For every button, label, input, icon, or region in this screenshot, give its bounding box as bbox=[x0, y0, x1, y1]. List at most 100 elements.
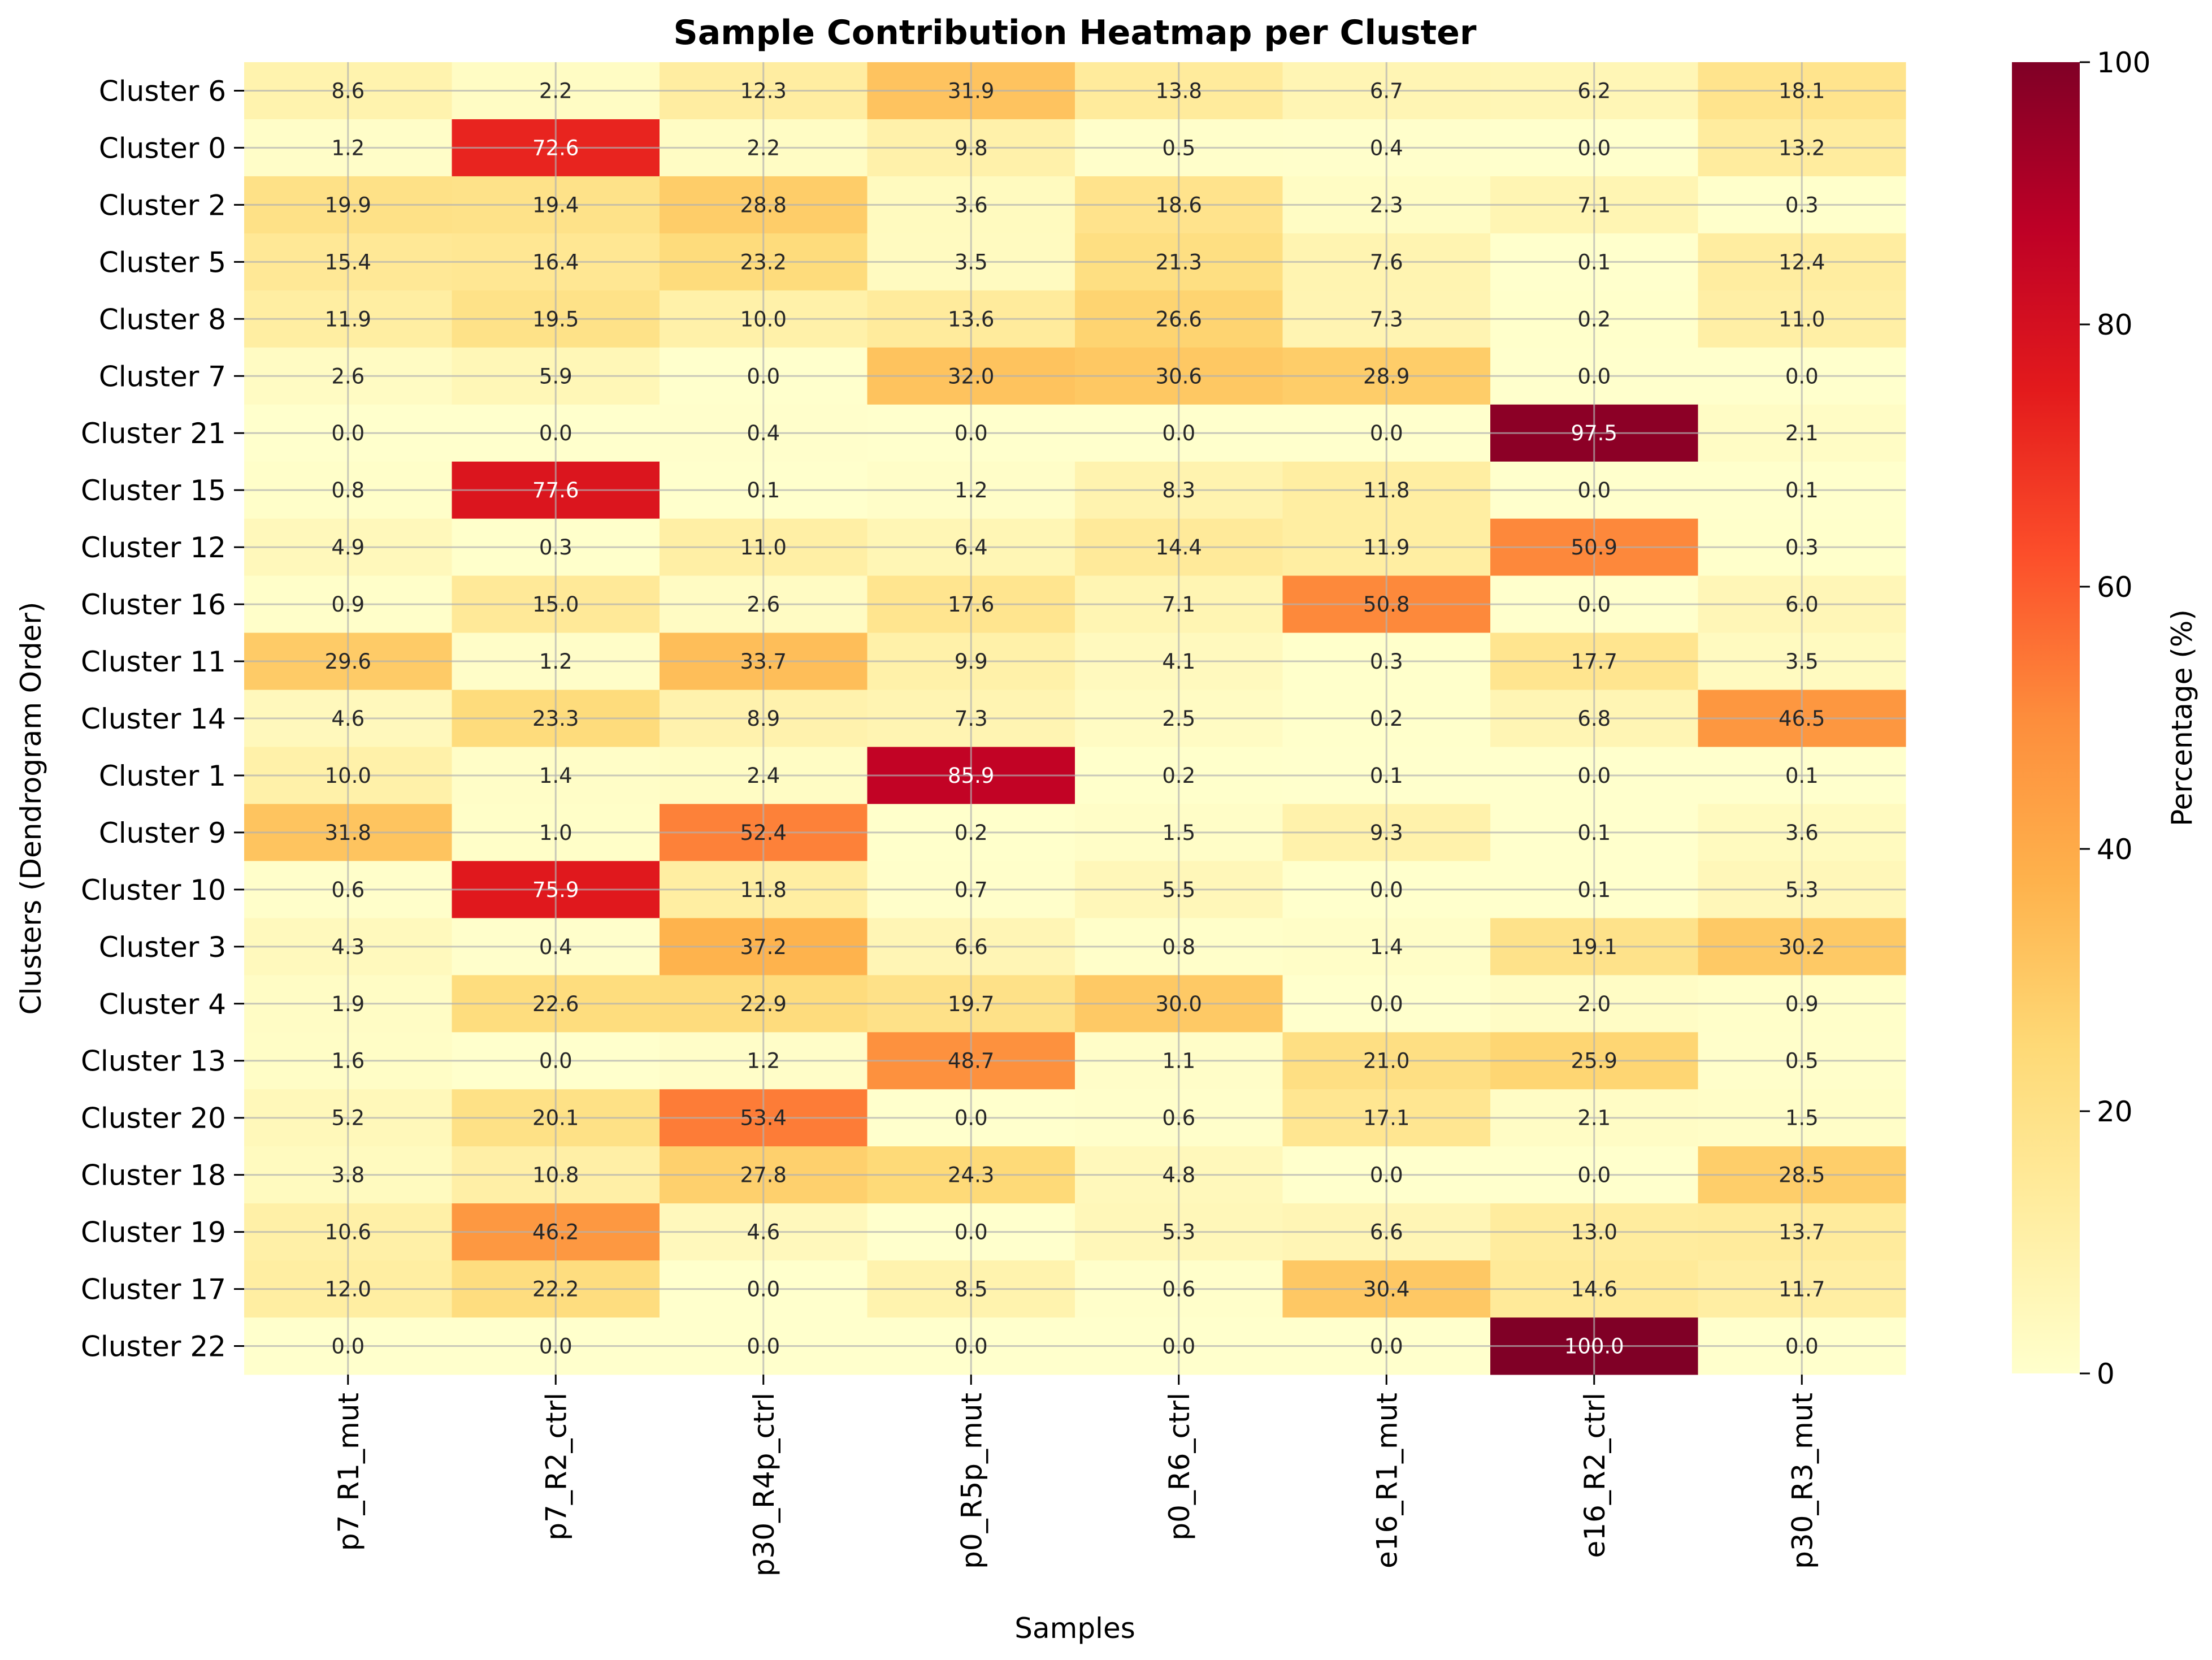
colorbar-tick-label: 80 bbox=[2097, 309, 2133, 341]
cell-value-label: 0.0 bbox=[331, 1334, 365, 1359]
cell-value-label: 19.4 bbox=[532, 193, 579, 217]
colorbar: 0 20 40 60 80 100 bbox=[2012, 46, 2150, 1390]
cell-value-label: 1.1 bbox=[1162, 1049, 1195, 1073]
x-tick-label: p30_R4p_ctrl bbox=[748, 1393, 780, 1576]
colorbar-tick-label: 0 bbox=[2097, 1358, 2115, 1390]
cell-value-label: 17.7 bbox=[1571, 649, 1617, 674]
y-tick-label: Cluster 12 bbox=[81, 531, 226, 564]
y-tick-label: Cluster 3 bbox=[99, 931, 226, 964]
cell-value-label: 11.8 bbox=[740, 878, 787, 902]
cell-value-label: 0.6 bbox=[331, 878, 365, 902]
cell-value-label: 1.6 bbox=[331, 1049, 365, 1073]
cell-value-labels: 8.6 2.2 12.3 31.9 13.8 6.7 6.2 18.1 1.2 72.6 2.2 9.… bbox=[325, 79, 1825, 1358]
cell-value-label: 1.5 bbox=[1162, 821, 1195, 845]
cell-value-label: 2.4 bbox=[747, 764, 780, 788]
cell-value-label: 0.9 bbox=[1785, 992, 1819, 1016]
cell-value-label: 17.6 bbox=[948, 592, 994, 617]
cell-value-label: 0.0 bbox=[1785, 1334, 1819, 1359]
cell-value-label: 7.1 bbox=[1577, 193, 1611, 217]
cell-value-label: 6.2 bbox=[1577, 79, 1611, 103]
colorbar-tick-label: 100 bbox=[2097, 46, 2150, 79]
x-tick-label: p0_R5p_mut bbox=[955, 1393, 988, 1569]
cell-value-label: 1.2 bbox=[539, 649, 572, 674]
cell-value-label: 0.3 bbox=[539, 535, 572, 560]
cell-value-label: 2.6 bbox=[331, 364, 365, 388]
cell-value-label: 37.2 bbox=[740, 935, 787, 959]
cell-value-label: 0.0 bbox=[331, 421, 365, 445]
cell-value-label: 4.3 bbox=[331, 935, 365, 959]
cell-value-label: 0.1 bbox=[1577, 821, 1611, 845]
cell-value-label: 15.4 bbox=[325, 250, 371, 274]
cell-value-label: 3.8 bbox=[331, 1163, 365, 1187]
cell-value-label: 4.6 bbox=[747, 1220, 780, 1245]
cell-value-label: 0.0 bbox=[1577, 764, 1611, 788]
cell-value-label: 7.3 bbox=[1370, 307, 1403, 331]
cell-value-label: 15.0 bbox=[532, 592, 579, 617]
cell-value-label: 1.2 bbox=[747, 1049, 780, 1073]
cell-value-label: 7.1 bbox=[1162, 592, 1195, 617]
cell-value-label: 18.6 bbox=[1156, 193, 1202, 217]
cell-value-label: 0.7 bbox=[955, 878, 988, 902]
x-tick-label: e16_R1_mut bbox=[1370, 1393, 1403, 1568]
cell-value-label: 0.8 bbox=[1162, 935, 1195, 959]
cell-value-label: 13.6 bbox=[948, 307, 994, 331]
cell-value-label: 10.6 bbox=[325, 1220, 371, 1245]
cell-value-label: 8.9 bbox=[747, 707, 780, 731]
y-tick-label: Cluster 20 bbox=[81, 1102, 226, 1135]
cell-value-label: 0.0 bbox=[1577, 136, 1611, 160]
x-tick-label: p0_R6_ctrl bbox=[1163, 1393, 1196, 1541]
cell-value-label: 7.6 bbox=[1370, 250, 1403, 274]
cell-value-label: 5.3 bbox=[1785, 878, 1819, 902]
cell-value-label: 11.7 bbox=[1779, 1277, 1825, 1302]
cell-value-label: 0.3 bbox=[1785, 535, 1819, 560]
cell-value-label: 31.9 bbox=[948, 79, 994, 103]
cell-value-label: 2.2 bbox=[747, 136, 780, 160]
cell-value-label: 2.3 bbox=[1370, 193, 1403, 217]
cell-value-label: 28.8 bbox=[740, 193, 787, 217]
cell-value-label: 14.6 bbox=[1571, 1277, 1617, 1302]
cell-value-label: 0.0 bbox=[539, 1049, 572, 1073]
cell-value-label: 0.0 bbox=[539, 1334, 572, 1359]
cell-value-label: 29.6 bbox=[325, 649, 371, 674]
cell-value-label: 0.0 bbox=[1785, 364, 1819, 388]
cell-value-label: 25.9 bbox=[1571, 1049, 1617, 1073]
cell-value-label: 10.0 bbox=[740, 307, 787, 331]
colorbar-gradient bbox=[2012, 62, 2080, 1373]
y-axis-label: Clusters (Dendrogram Order) bbox=[15, 602, 47, 1015]
y-tick-label: Cluster 2 bbox=[99, 189, 226, 222]
cell-value-label: 50.8 bbox=[1363, 592, 1409, 617]
cell-value-label: 30.0 bbox=[1156, 992, 1202, 1016]
cell-value-label: 7.3 bbox=[955, 707, 988, 731]
grid-lines bbox=[244, 62, 1906, 1375]
x-tick-label: p7_R2_ctrl bbox=[540, 1393, 572, 1541]
cell-value-label: 11.0 bbox=[740, 535, 787, 560]
colorbar-label: Percentage (%) bbox=[2166, 609, 2198, 826]
cell-value-label: 5.2 bbox=[331, 1106, 365, 1130]
y-tick-label: Cluster 21 bbox=[81, 417, 226, 450]
cell-value-label: 10.0 bbox=[325, 764, 371, 788]
cell-value-label: 21.0 bbox=[1363, 1049, 1409, 1073]
cell-value-label: 24.3 bbox=[948, 1163, 994, 1187]
cell-value-label: 100.0 bbox=[1564, 1334, 1624, 1359]
cell-value-label: 0.5 bbox=[1785, 1049, 1819, 1073]
x-tick-label: e16_R2_ctrl bbox=[1578, 1393, 1611, 1558]
cell-value-label: 6.4 bbox=[955, 535, 988, 560]
cell-value-label: 0.0 bbox=[1370, 1334, 1403, 1359]
x-axis-label: Samples bbox=[1014, 1612, 1135, 1645]
y-tick-label: Cluster 13 bbox=[81, 1045, 226, 1078]
cell-value-label: 33.7 bbox=[740, 649, 787, 674]
chart-title: Sample Contribution Heatmap per Cluster bbox=[674, 13, 1477, 53]
cell-value-label: 9.9 bbox=[955, 649, 988, 674]
cell-value-label: 23.2 bbox=[740, 250, 787, 274]
cell-value-label: 0.0 bbox=[1577, 364, 1611, 388]
cell-value-label: 8.5 bbox=[955, 1277, 988, 1302]
cell-value-label: 1.2 bbox=[955, 478, 988, 502]
cell-value-label: 48.7 bbox=[948, 1049, 994, 1073]
cell-value-label: 13.8 bbox=[1156, 79, 1202, 103]
y-tick-label: Cluster 5 bbox=[99, 246, 226, 279]
y-tick-label: Cluster 9 bbox=[99, 817, 226, 849]
y-tick-label: Cluster 6 bbox=[99, 75, 226, 107]
cell-value-label: 28.9 bbox=[1363, 364, 1409, 388]
cell-value-label: 6.7 bbox=[1370, 79, 1403, 103]
